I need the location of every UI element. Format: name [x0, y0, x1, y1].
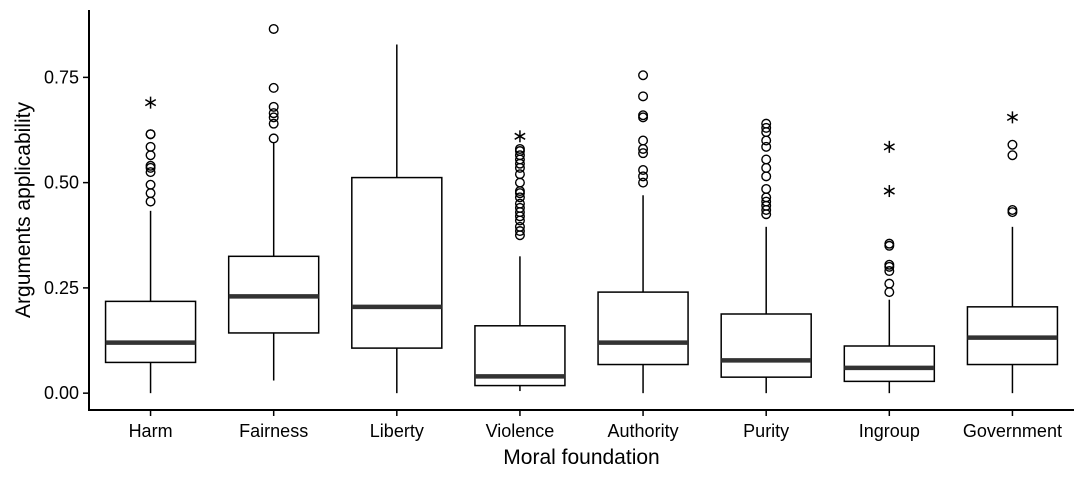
outlier-point: [514, 150, 525, 161]
y-tick-label: 0.50: [44, 173, 79, 193]
x-tick-label: Harm: [129, 421, 173, 441]
outlier-point: [638, 135, 649, 146]
box-group: [720, 118, 812, 394]
outlier-point: [1007, 150, 1018, 161]
outlier-point: [514, 177, 525, 188]
outlier-point: [145, 150, 156, 161]
outlier-point: [268, 108, 279, 119]
outlier-point: [268, 82, 279, 93]
y-tick-label: 0.75: [44, 67, 79, 87]
y-tick-label: 0.25: [44, 278, 79, 298]
x-tick-label: Liberty: [370, 421, 424, 441]
outlier-point: [638, 70, 649, 81]
outlier-point: [514, 169, 525, 180]
outlier-point: [884, 259, 895, 270]
x-tick-label: Government: [963, 421, 1062, 441]
outlier-point: [145, 188, 156, 199]
outlier-point: [268, 112, 279, 123]
y-tick-label: 0.00: [44, 383, 79, 403]
outlier-point: [638, 110, 649, 121]
extreme-point: [1006, 111, 1019, 124]
box-iqr: [351, 176, 443, 349]
outlier-point: [145, 141, 156, 152]
outlier-point: [514, 221, 525, 232]
x-tick-label: Purity: [743, 421, 789, 441]
asterisk-stroke: [883, 143, 895, 151]
box-group: [351, 44, 443, 394]
outlier-point: [1007, 139, 1018, 150]
outlier-point: [145, 129, 156, 140]
box-iqr: [720, 313, 812, 378]
tick-layer: 0.00 0.25 0.50 0.75 Harm Fairness Liberty Viole…: [44, 67, 1062, 441]
plot-marks: [104, 23, 1059, 394]
extreme-point: [514, 130, 526, 143]
outlier-point: [145, 160, 156, 171]
outlier-point: [514, 192, 525, 203]
outlier-point: [884, 266, 895, 277]
box-iqr: [597, 291, 689, 366]
asterisk-stroke: [514, 132, 526, 140]
x-tick-label: Authority: [608, 421, 679, 441]
outlier-point: [514, 198, 525, 209]
box-iqr: [104, 300, 197, 364]
x-tick-label: Violence: [486, 421, 555, 441]
box-group: [227, 23, 320, 381]
outlier-point: [761, 154, 772, 165]
outlier-point: [514, 202, 525, 213]
outlier-point: [761, 183, 772, 194]
outlier-point: [884, 238, 895, 249]
extreme-point: [883, 140, 895, 153]
outlier-point: [638, 164, 649, 175]
outlier-point: [145, 167, 156, 178]
outlier-point: [761, 196, 772, 207]
outlier-point: [761, 171, 772, 182]
outlier-point: [638, 148, 649, 159]
box-group: [104, 96, 197, 394]
outlier-point: [514, 226, 525, 237]
outlier-point: [268, 23, 279, 34]
outlier-point: [1007, 204, 1018, 215]
outlier-point: [761, 118, 772, 129]
x-tick-label: Ingroup: [859, 421, 920, 441]
outlier-point: [145, 179, 156, 190]
extreme-point: [144, 96, 157, 109]
outlier-point: [761, 135, 772, 146]
box-group: [597, 70, 689, 394]
box-group: [474, 130, 566, 392]
outlier-point: [638, 171, 649, 182]
box-group: [966, 111, 1059, 394]
outlier-point: [514, 143, 525, 154]
y-axis-title: Arguments applicability: [12, 102, 35, 318]
outlier-point: [268, 101, 279, 112]
outlier-point: [638, 91, 649, 102]
outlier-point: [145, 196, 156, 207]
outlier-point: [884, 287, 895, 298]
asterisk-stroke: [144, 98, 157, 107]
x-tick-label: Fairness: [239, 421, 308, 441]
outlier-point: [638, 177, 649, 188]
asterisk-stroke: [883, 187, 895, 195]
outlier-point: [761, 141, 772, 152]
outlier-point: [884, 278, 895, 289]
outlier-point: [268, 133, 279, 144]
outlier-point: [761, 122, 772, 133]
extreme-point: [883, 185, 895, 198]
x-axis-title: Moral foundation: [503, 446, 659, 469]
box-iqr: [843, 345, 936, 383]
asterisk-stroke: [1006, 113, 1019, 122]
outlier-point: [268, 118, 279, 129]
box-group: [843, 140, 936, 394]
outlier-point: [761, 162, 772, 173]
